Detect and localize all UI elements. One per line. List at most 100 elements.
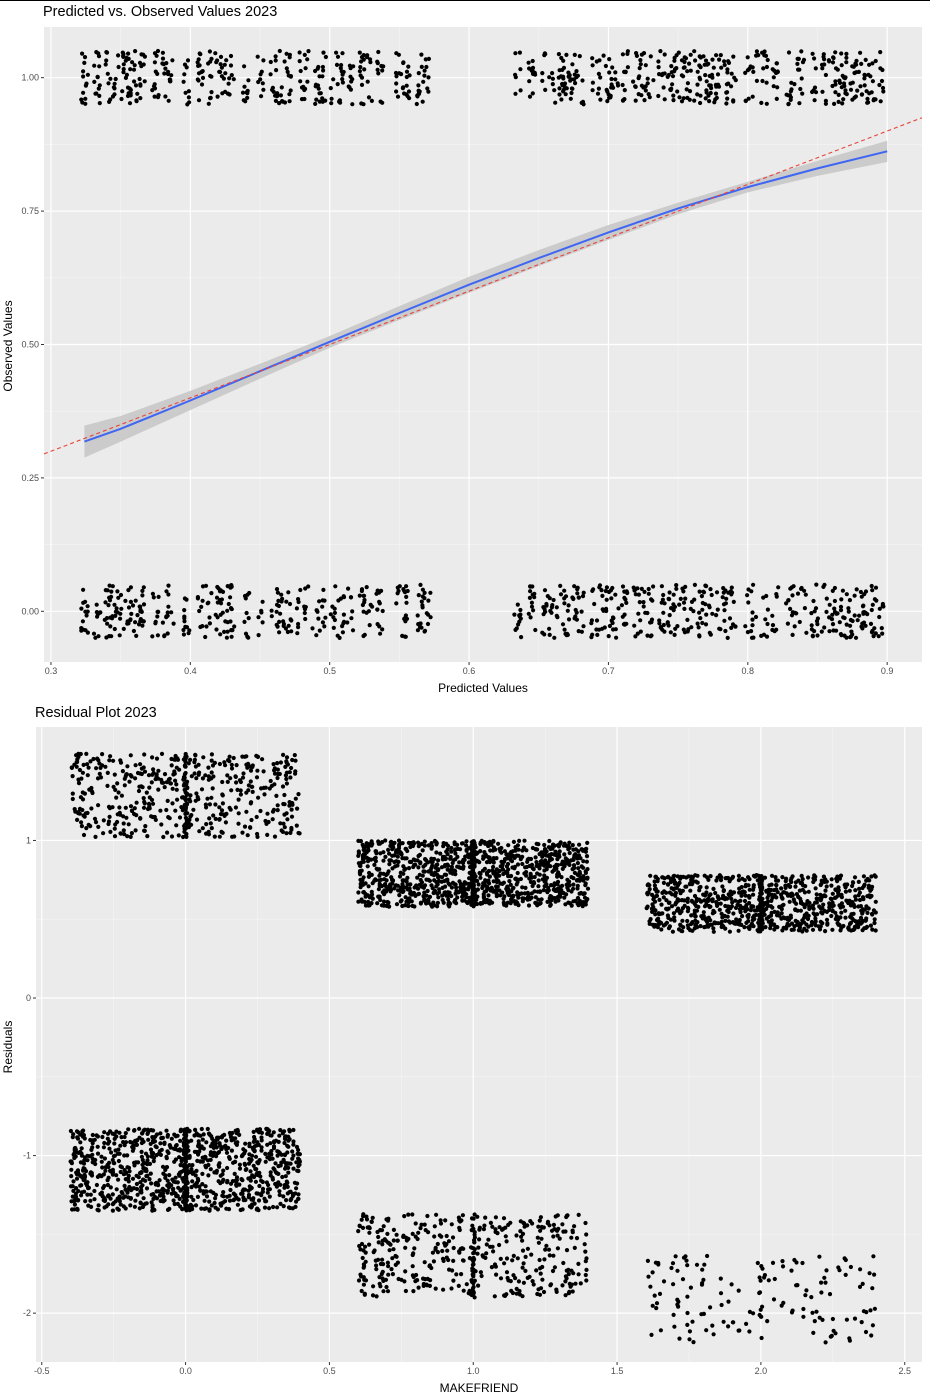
data-point (771, 75, 776, 80)
data-point (215, 615, 220, 620)
data-point (333, 584, 338, 589)
data-point (415, 93, 420, 98)
data-point (436, 878, 441, 884)
data-point (142, 79, 147, 84)
data-point (468, 1245, 474, 1250)
data-point (470, 1262, 475, 1267)
data-point (118, 611, 123, 616)
data-point (707, 99, 712, 104)
data-point (833, 50, 838, 55)
data-point (159, 822, 164, 827)
data-point (187, 797, 192, 802)
data-point (879, 78, 885, 84)
data-point (126, 822, 131, 827)
data-point (274, 609, 279, 614)
data-point (108, 624, 113, 629)
data-point (183, 770, 188, 776)
data-point (340, 77, 345, 82)
data-point (598, 75, 603, 80)
data-point (776, 585, 781, 590)
data-point (106, 804, 112, 810)
data-point (518, 616, 523, 621)
data-point (73, 1150, 78, 1155)
data-point (440, 885, 445, 891)
data-point (674, 583, 679, 588)
data-point (683, 56, 689, 61)
data-point (572, 853, 577, 858)
data-point (120, 1191, 125, 1196)
data-point (466, 860, 471, 865)
data-point (520, 885, 525, 890)
data-point (278, 1201, 283, 1206)
data-point (386, 869, 391, 874)
data-point (204, 1140, 209, 1145)
data-point (144, 1186, 150, 1191)
data-point (642, 98, 647, 103)
data-point (156, 768, 161, 773)
chart1-x-tick-label: 0.5 (323, 666, 336, 676)
data-point (483, 1215, 488, 1220)
data-point (124, 815, 129, 820)
data-point (846, 606, 851, 611)
data-point (260, 620, 265, 625)
data-point (271, 1130, 276, 1135)
data-point (870, 602, 875, 607)
data-point (481, 895, 486, 900)
data-point (813, 66, 818, 71)
data-point (171, 1198, 176, 1203)
data-point (100, 1165, 105, 1170)
data-point (573, 614, 578, 619)
data-point (570, 595, 575, 600)
data-point (346, 586, 351, 591)
data-point (217, 817, 222, 822)
data-point (259, 1148, 264, 1153)
data-point (523, 1268, 528, 1273)
data-point (259, 94, 264, 99)
data-point (121, 828, 126, 833)
data-point (199, 1144, 204, 1149)
data-point (422, 839, 427, 844)
chart1-x-tick-label: 0.9 (881, 666, 894, 676)
data-point (416, 892, 421, 897)
data-point (850, 97, 855, 102)
data-point (70, 1184, 75, 1189)
data-point (284, 755, 290, 760)
data-point (253, 1154, 259, 1159)
data-point (554, 613, 559, 618)
data-point (839, 597, 844, 602)
data-point (196, 57, 201, 62)
data-point (799, 49, 804, 54)
data-point (225, 1165, 230, 1171)
data-point (530, 866, 535, 871)
data-point (388, 843, 393, 849)
data-point (316, 64, 321, 70)
data-point (515, 1256, 520, 1261)
data-point (788, 586, 793, 591)
data-point (96, 824, 101, 830)
data-point (542, 868, 547, 873)
data-point (160, 1191, 166, 1196)
data-point (557, 92, 562, 97)
data-point (285, 69, 290, 74)
data-point (125, 1165, 130, 1170)
data-point (516, 1279, 522, 1284)
data-point (537, 852, 542, 857)
data-point (537, 1218, 542, 1223)
smooth-fit-confidence-band (84, 140, 888, 458)
data-point (681, 96, 686, 101)
data-point (83, 1199, 88, 1204)
data-point (75, 1206, 80, 1211)
data-point (624, 600, 629, 606)
data-point (184, 802, 190, 807)
data-point (200, 826, 205, 831)
data-point (661, 85, 666, 90)
data-point (443, 856, 448, 861)
data-point (746, 96, 751, 101)
data-point (726, 81, 731, 86)
data-point (236, 797, 241, 802)
data-point (223, 89, 228, 94)
data-point (361, 1265, 366, 1270)
data-point (572, 52, 577, 58)
data-point (800, 60, 806, 65)
chart2-x-tick-label: 0.5 (323, 1366, 336, 1376)
